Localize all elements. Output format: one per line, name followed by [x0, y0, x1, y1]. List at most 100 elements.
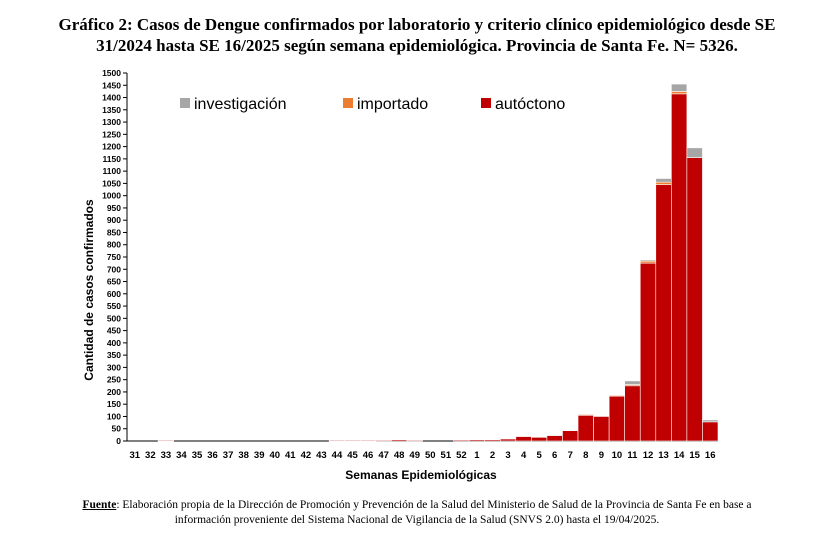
bar-segment-investigación	[671, 83, 688, 92]
bar-segment-investigación	[655, 178, 672, 183]
x-tick-label: 9	[599, 450, 604, 461]
chart-title-line-1: Gráfico 2: Casos de Dengue confirmados p…	[58, 15, 776, 34]
legend: investigación importado autóctono	[180, 96, 565, 113]
x-tick-label: 48	[394, 450, 405, 461]
bar-segment-autóctono	[468, 439, 486, 442]
y-tick-label: 500	[107, 313, 121, 323]
y-tick-label: 1500	[102, 68, 121, 78]
bar-segment-autóctono	[608, 395, 625, 442]
bar-segment-importado	[608, 395, 625, 397]
x-tick-label: 8	[583, 450, 588, 461]
y-tick-label: 350	[107, 350, 121, 360]
bar-segment-autóctono	[453, 439, 470, 442]
x-tick-label: 1	[474, 450, 480, 461]
bar-segment-autóctono	[577, 414, 594, 442]
x-tick-label: 45	[347, 450, 358, 461]
bar-segment-autóctono	[593, 416, 610, 442]
y-tick-label: 1200	[102, 142, 121, 152]
y-tick-label: 450	[107, 326, 121, 336]
x-tick-label: 34	[176, 450, 187, 461]
x-tick-label: 33	[161, 450, 172, 461]
chart-title: Gráfico 2: Casos de Dengue confirmados p…	[20, 14, 814, 56]
y-tick-label: 300	[107, 362, 121, 372]
bar-segment-autóctono	[639, 262, 657, 442]
bar-segment-autóctono	[624, 385, 641, 442]
x-tick-label: 38	[238, 450, 249, 461]
bar-segment-autóctono	[484, 439, 501, 442]
x-tick-label: 36	[207, 450, 218, 461]
bar-segment-autóctono	[499, 438, 517, 442]
legend-label: autóctono	[495, 96, 565, 113]
x-tick-label: 14	[674, 450, 685, 461]
x-tick-label: 51	[441, 450, 452, 461]
x-tick-label: 47	[378, 450, 389, 461]
bar-segment-autóctono	[562, 430, 579, 442]
y-tick-label: 250	[107, 375, 121, 385]
y-tick-label: 400	[107, 338, 121, 348]
bar-segment-investigación	[624, 380, 641, 385]
bar-segment-autóctono	[686, 157, 703, 442]
x-tick-label: 52	[456, 450, 467, 461]
y-tick-label: 850	[107, 227, 121, 237]
y-axis-ticks: 0 50 100 150 200 250 300 350 400 450 500 550 600 650 7…	[102, 68, 127, 446]
y-tick-label: 1250	[102, 129, 121, 139]
bar-segment-autóctono	[655, 184, 672, 442]
y-tick-label: 1100	[103, 166, 122, 176]
bar-segment-importado	[577, 414, 594, 416]
x-tick-label: 49	[409, 450, 420, 461]
x-tick-label: 15	[689, 450, 700, 461]
bars-group	[157, 83, 719, 442]
x-tick-label: 43	[316, 450, 327, 461]
y-tick-label: 700	[107, 264, 121, 274]
x-tick-label: 32	[145, 450, 156, 461]
y-axis-label: Cantidad de casos confirmados	[82, 199, 96, 381]
y-tick-label: 200	[107, 387, 121, 397]
y-tick-label: 1400	[102, 93, 121, 103]
x-axis-ticks: 31 32 33 34 35 36 37 38 39 40 41 42 43 44 45 46 47 48 49 50…	[129, 450, 715, 461]
y-tick-label: 950	[107, 203, 121, 213]
source-note: Fuente: Elaboración propia de la Direcci…	[20, 498, 814, 528]
y-tick-label: 100	[107, 411, 121, 421]
y-tick-label: 150	[107, 399, 121, 409]
y-tick-label: 1300	[102, 117, 121, 127]
x-tick-label: 41	[285, 450, 296, 461]
bar-segment-autóctono	[359, 440, 377, 442]
x-tick-label: 50	[425, 450, 436, 461]
bar-segment-autóctono	[531, 437, 548, 442]
bar-segment-autóctono	[406, 439, 423, 442]
x-tick-label: 40	[269, 450, 280, 461]
x-tick-label: 6	[552, 450, 557, 461]
x-tick-label: 4	[521, 450, 527, 461]
y-tick-label: 600	[107, 289, 121, 299]
bar-segment-autóctono	[157, 440, 174, 442]
x-tick-label: 42	[301, 450, 312, 461]
x-tick-label: 37	[223, 450, 234, 461]
x-tick-label: 11	[627, 450, 638, 461]
chart-title-line-2: 31/2024 hasta SE 16/2025 según semana ep…	[96, 36, 738, 55]
legend-label: investigación	[194, 96, 287, 113]
x-tick-label: 2	[490, 450, 495, 461]
bar-segment-autóctono	[328, 440, 346, 442]
bar-segment-investigación	[639, 259, 657, 262]
y-tick-label: 0	[116, 436, 121, 446]
x-tick-label: 31	[129, 450, 140, 461]
stacked-bar-chart: 0501001502002503003504004505005506006507…	[82, 68, 719, 482]
x-tick-label: 5	[536, 450, 542, 461]
x-axis-label: Semanas Epidemiológicas	[345, 468, 497, 482]
y-tick-label: 1350	[102, 105, 121, 115]
bar-segment-autóctono	[515, 436, 532, 442]
x-tick-label: 39	[254, 450, 265, 461]
x-tick-label: 3	[505, 450, 510, 461]
bar-segment-autóctono	[546, 435, 563, 442]
legend-label: importado	[357, 96, 428, 113]
y-tick-label: 550	[107, 301, 121, 311]
x-tick-label: 35	[192, 450, 203, 461]
legend-swatch	[481, 98, 491, 108]
bar-segment-importado	[671, 91, 688, 95]
bar-segment-importado	[655, 181, 672, 185]
y-tick-label: 1050	[102, 178, 121, 188]
x-tick-label: 10	[612, 450, 623, 461]
bar-segment-autóctono	[671, 93, 688, 442]
bar-segment-investigación	[702, 419, 719, 423]
source-label: Fuente	[82, 499, 117, 511]
